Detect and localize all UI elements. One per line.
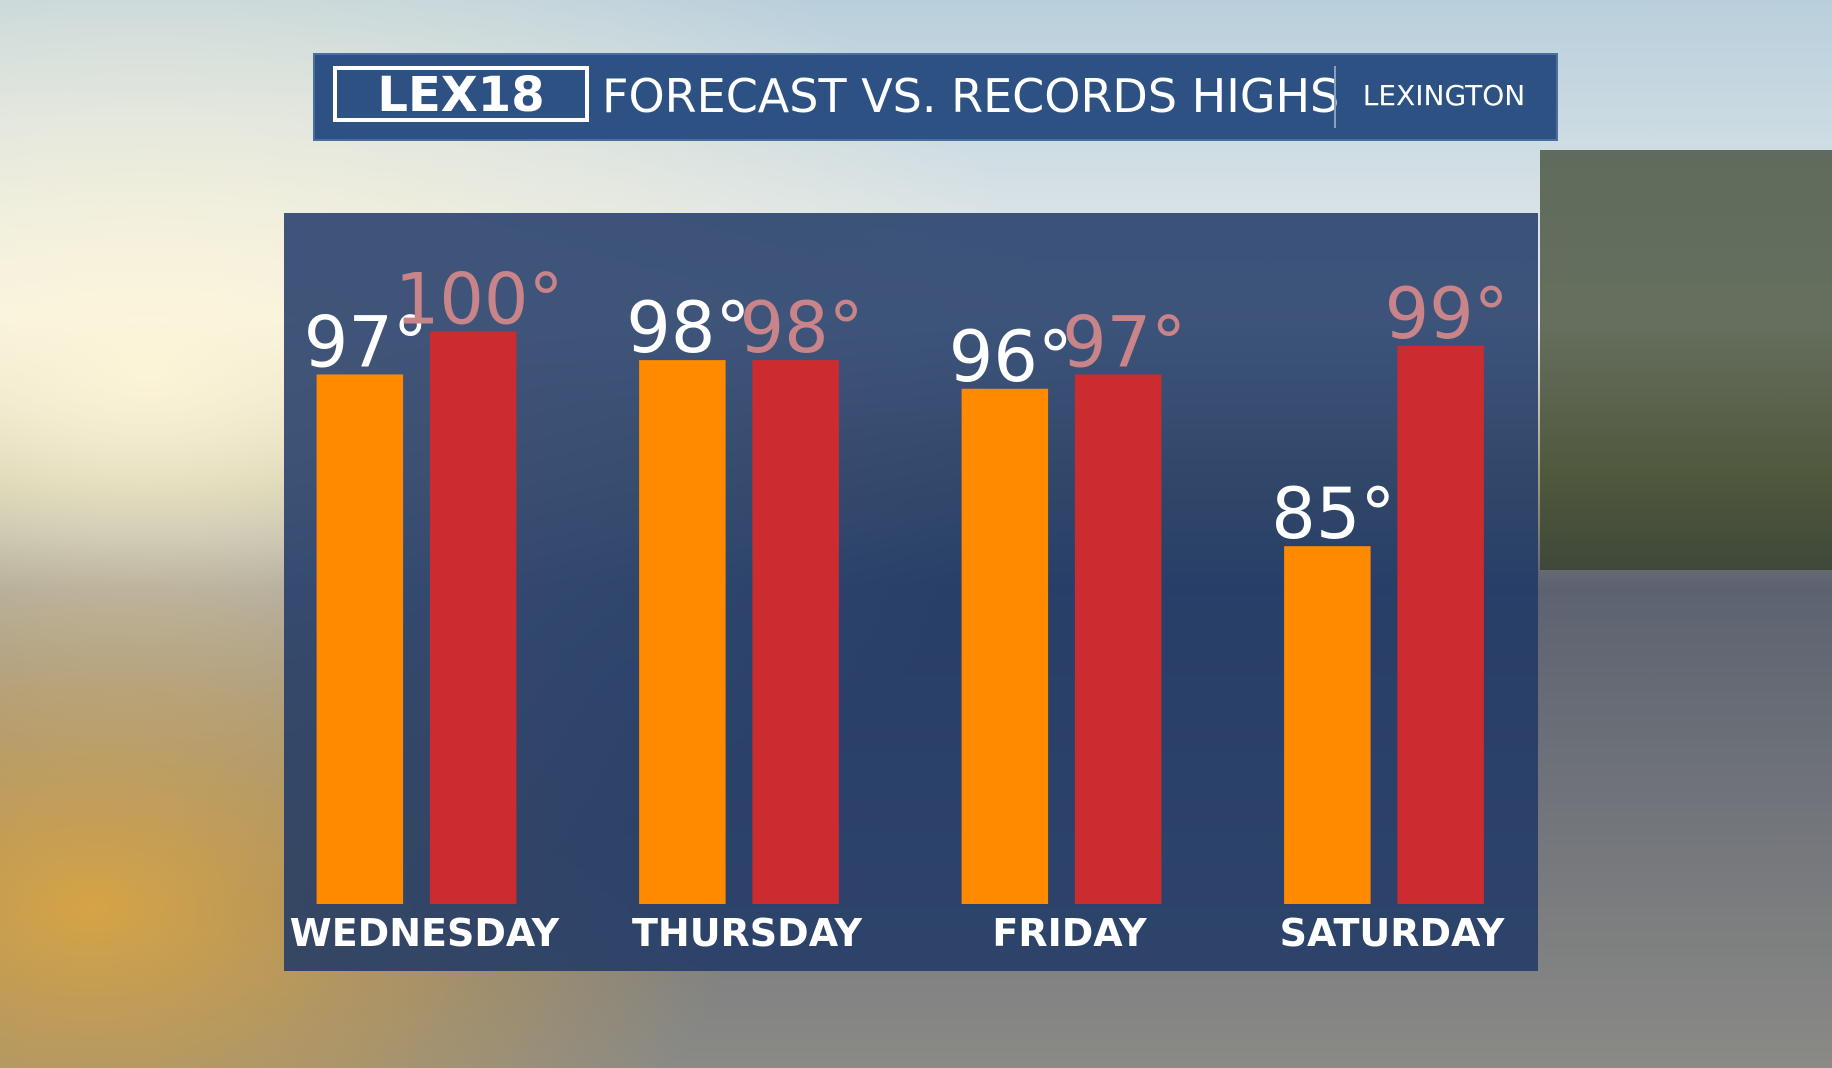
value-label: 97°	[1062, 301, 1186, 383]
bar	[961, 388, 1049, 904]
chart-title: FORECAST VS. RECORDS HIGHS	[602, 69, 1339, 123]
x-tick-label: WEDNESDAY	[290, 911, 560, 955]
value-label: 97°	[304, 301, 428, 383]
bar	[429, 331, 517, 904]
bar	[752, 360, 839, 904]
logo: LEX18	[377, 67, 544, 123]
trees	[1540, 150, 1832, 570]
x-tick-label: SATURDAY	[1280, 911, 1505, 955]
bar	[1074, 374, 1162, 904]
value-label: 98°	[740, 287, 864, 369]
bar	[639, 360, 726, 904]
value-label: 99°	[1385, 273, 1509, 355]
bar	[1397, 345, 1484, 904]
bar	[1284, 546, 1371, 904]
location: LEXINGTON	[1363, 79, 1525, 112]
x-tick-label: THURSDAY	[632, 911, 863, 955]
bar	[316, 374, 404, 904]
x-tick-label: FRIDAY	[992, 911, 1147, 955]
value-label: 85°	[1271, 473, 1395, 555]
value-label: 96°	[949, 316, 1073, 398]
value-label: 100°	[395, 259, 564, 341]
logo-box	[333, 66, 589, 122]
value-label: 98°	[626, 287, 750, 369]
